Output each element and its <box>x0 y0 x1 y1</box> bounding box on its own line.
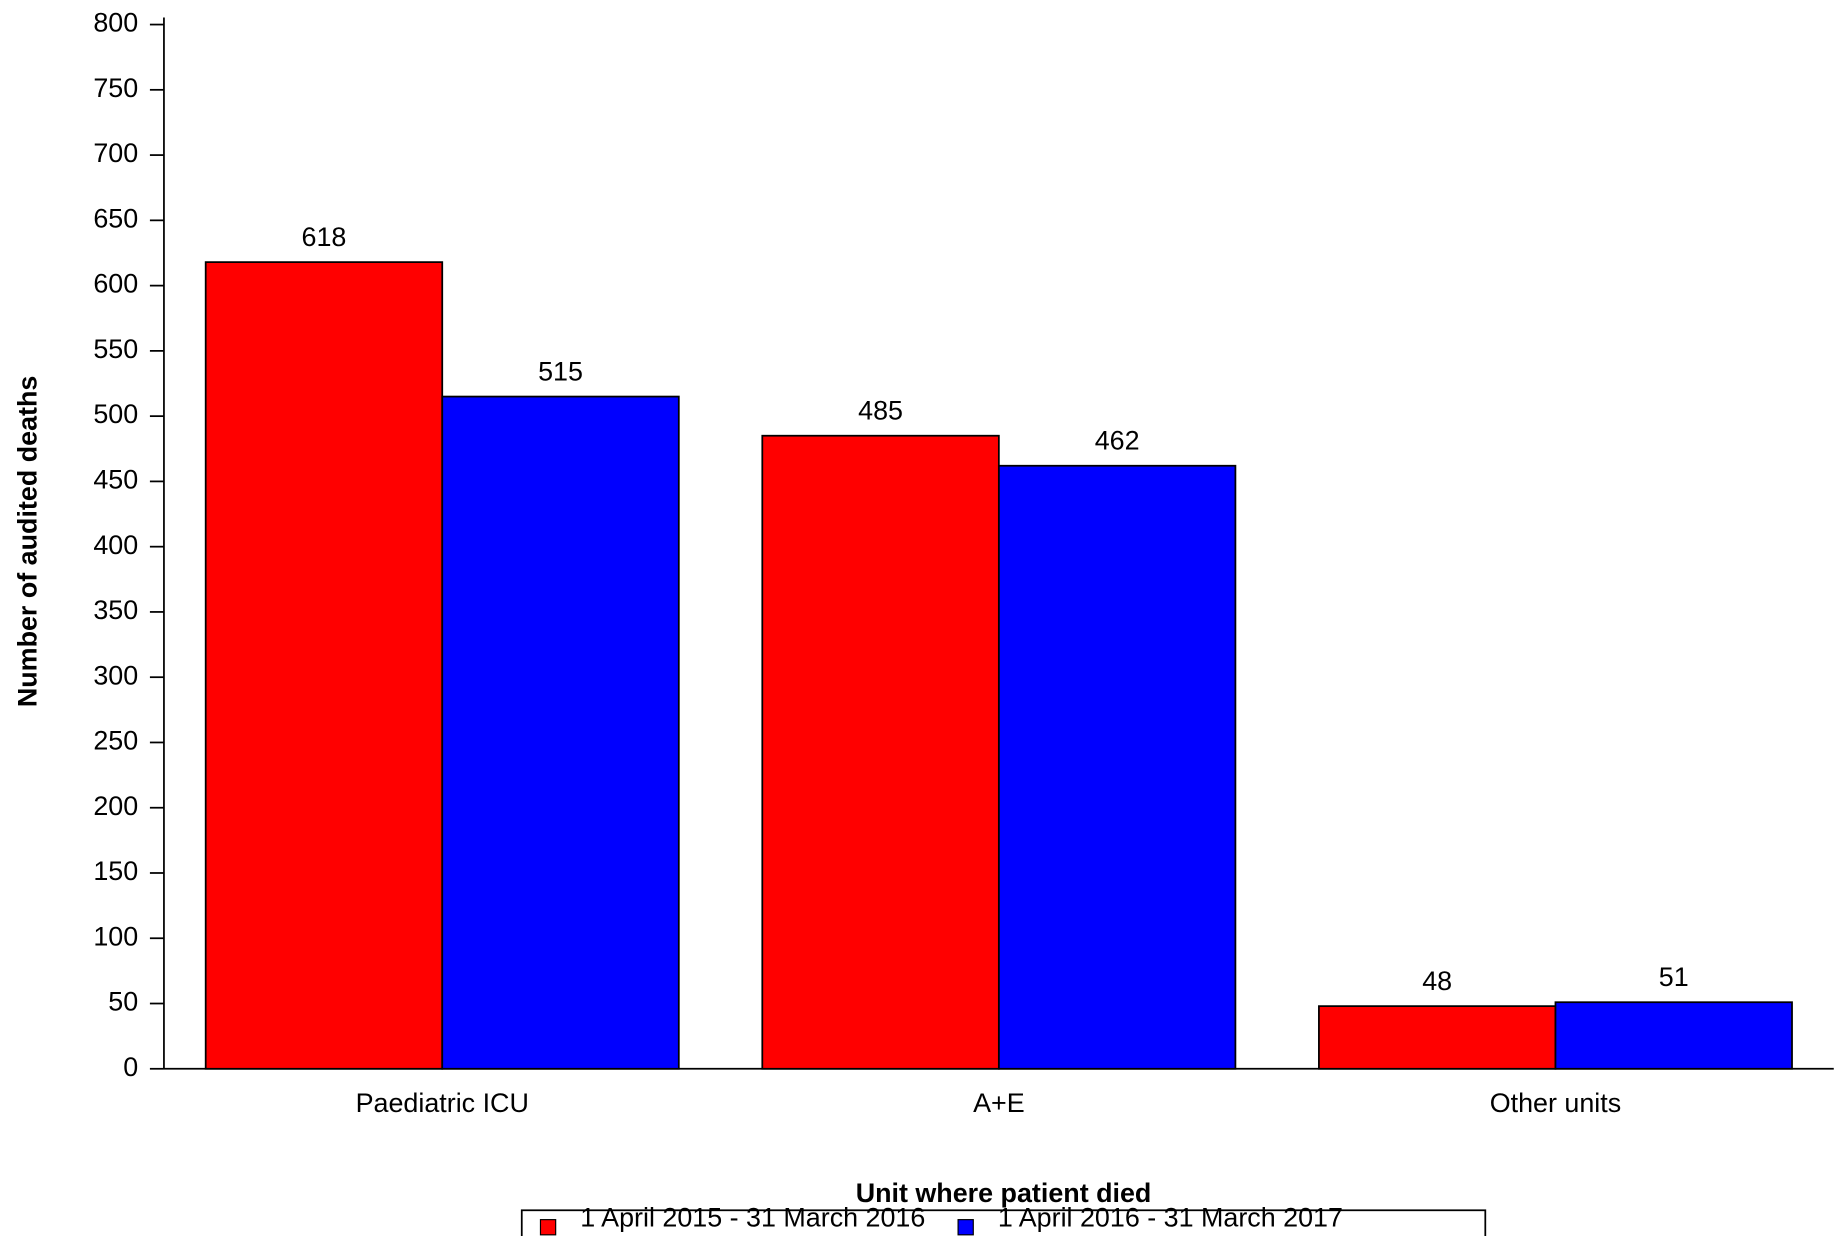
x-tick-label: Other units <box>1490 1088 1621 1118</box>
y-tick-label: 600 <box>93 269 138 299</box>
legend-box <box>520 1209 1487 1236</box>
y-tick-label: 100 <box>93 921 138 951</box>
y-tick-label: 50 <box>108 987 138 1017</box>
y-axis-title: Number of audited deaths <box>13 376 43 707</box>
legend-label: 1 April 2016 - 31 March 2017 <box>998 1203 1343 1233</box>
x-axis-title: Unit where patient died <box>856 1178 1152 1208</box>
value-label: 48 <box>1422 966 1452 996</box>
legend-swatch <box>539 1219 557 1236</box>
value-label: 485 <box>858 395 903 425</box>
value-label: 515 <box>538 356 583 386</box>
y-tick-label: 500 <box>93 399 138 429</box>
value-label: 51 <box>1659 962 1689 992</box>
y-tick-label: 800 <box>93 8 138 38</box>
value-label: 618 <box>302 222 347 252</box>
bar <box>997 464 1237 1070</box>
x-tick-label: Paediatric ICU <box>356 1088 529 1118</box>
value-label: 462 <box>1095 425 1140 455</box>
bar <box>1318 1005 1557 1070</box>
bar <box>761 434 1000 1070</box>
y-tick-label: 700 <box>93 138 138 168</box>
bar <box>441 395 680 1070</box>
y-tick-label: 450 <box>93 465 138 495</box>
y-tick-label: 650 <box>93 203 138 233</box>
y-tick-label: 250 <box>93 726 138 756</box>
legend-swatch <box>957 1219 974 1236</box>
bar <box>204 261 444 1070</box>
y-tick-label: 400 <box>93 530 138 560</box>
y-tick-label: 750 <box>93 73 138 103</box>
y-tick-label: 200 <box>93 791 138 821</box>
x-tick-label: A+E <box>973 1088 1025 1118</box>
y-tick-label: 150 <box>93 856 138 886</box>
bar <box>1554 1001 1793 1070</box>
legend-label: 1 April 2015 - 31 March 2016 <box>580 1203 925 1233</box>
y-tick-label: 350 <box>93 595 138 625</box>
y-tick-label: 0 <box>123 1052 138 1082</box>
y-tick-label: 550 <box>93 334 138 364</box>
y-tick-label: 300 <box>93 660 138 690</box>
